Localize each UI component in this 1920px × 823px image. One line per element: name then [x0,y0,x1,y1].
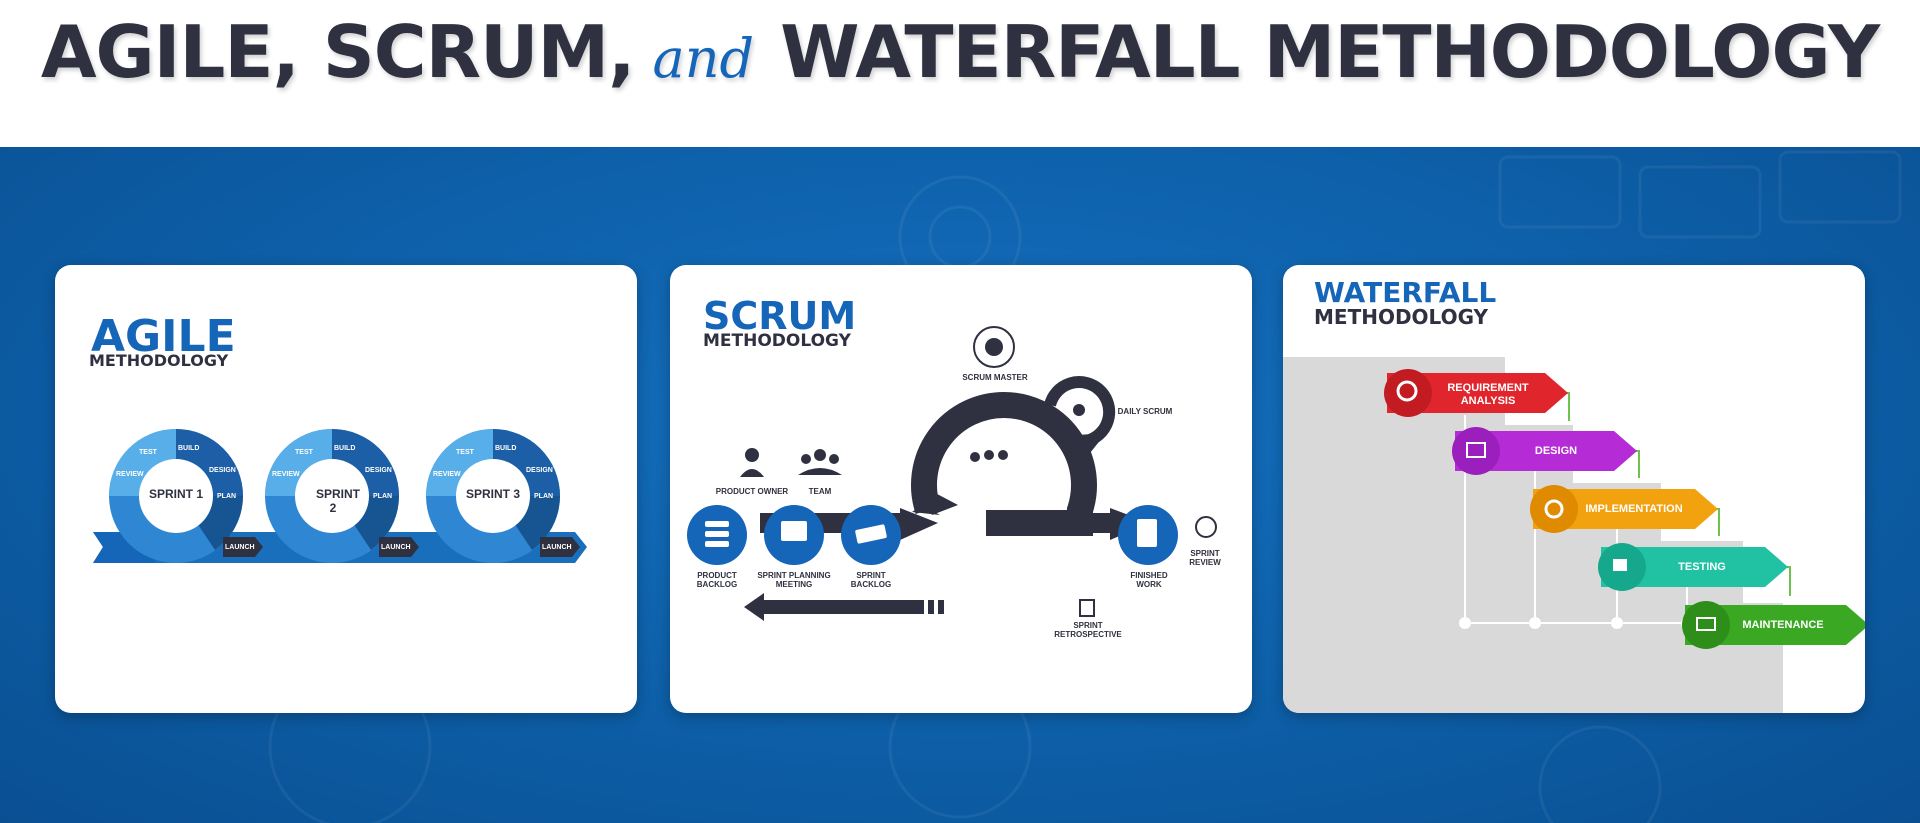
waterfall-card: WATERFALL METHODOLOGY [1283,265,1865,713]
cycle-build-label: BUILD [178,445,200,452]
team-meeting-icon [984,450,994,460]
sprint-3-label: SPRINT 3 [465,487,520,501]
design-tools-icon [1452,427,1500,475]
cycle-launch-label: LAUNCH [381,544,411,551]
agile-title: AGILE [91,311,236,362]
step-requirement-analysis: REQUIREMENT ANALYSIS [1447,382,1529,408]
cycle-build-label: BUILD [495,445,517,452]
cycle-test-label: TEST [295,449,313,456]
arrow-right-icon [900,508,938,540]
scrum-title: SCRUM [703,294,857,338]
cycle-design-label: DESIGN [526,467,553,474]
title-and: and [652,27,755,90]
cycle-review-label: REVIEW [116,471,144,478]
cycle-review-label: REVIEW [433,471,461,478]
sprint-review-icon [1195,516,1217,538]
cycle-plan-label: PLAN [217,493,237,500]
scrum-diagram [687,326,1217,621]
magnifier-chart-icon [1384,369,1432,417]
cycle-build-label: BUILD [334,445,356,452]
sprint-planning-label: SPRINT PLANNING MEETING [757,571,831,590]
scrum-subtitle: METHODOLOGY [703,331,851,351]
gears-icon [1530,485,1578,533]
cycle-launch-label: LAUNCH [225,544,255,551]
agile-subtitle: METHODOLOGY [89,351,229,370]
step-maintenance: MAINTENANCE [1742,619,1824,631]
sprint-ring-3 [426,429,560,563]
daily-scrum-icon [1073,404,1085,416]
maintenance-tools-icon [1682,601,1730,649]
background-decoration [268,150,1902,823]
scrum-master-icon [985,338,1003,356]
scrum-master-label: SCRUM MASTER [962,373,1028,382]
page-header: AGILE, SCRUM, and WATERFALL METHODOLOGY [0,0,1920,147]
product-owner-icon [745,448,759,462]
cycle-review-label: REVIEW [272,471,300,478]
team-label: TEAM [808,487,832,496]
sprint-1-label: SPRINT 1 [148,487,203,501]
finished-work-label: FINISHED WORK [1130,571,1168,590]
page-title: AGILE, SCRUM, and WATERFALL METHODOLOGY [0,10,1920,94]
waterfall-title: WATERFALL [1314,276,1497,309]
agile-diagram [93,429,587,563]
sprint-2-label: SPRINT 2 [316,487,361,515]
daily-scrum-label: DAILY SCRUM [1117,407,1173,416]
waterfall-subtitle: METHODOLOGY [1314,305,1489,329]
cycle-test-label: TEST [456,449,474,456]
title-part-1: AGILE, SCRUM, [40,10,636,94]
step-implementation: IMPLEMENTATION [1585,503,1683,515]
step-design: DESIGN [1534,445,1578,457]
sprint-ring-1 [109,429,243,563]
step-testing: TESTING [1678,561,1726,573]
title-part-2: WATERFALL METHODOLOGY [780,10,1880,94]
cycle-design-label: DESIGN [365,467,392,474]
team-icon [814,449,826,461]
scrum-card: SCRUM METHODOLOGY [670,265,1252,713]
cycle-plan-label: PLAN [373,493,393,500]
waterfall-diagram [1283,357,1865,713]
cycle-launch-label: LAUNCH [542,544,572,551]
cycle-design-label: DESIGN [209,467,236,474]
product-backlog-label: PRODUCT BACKLOG [696,571,738,590]
cycle-plan-label: PLAN [534,493,554,500]
sprint-review-label: SPRINT REVIEW [1189,549,1221,568]
sprint-ring-2 [265,429,399,563]
sprint-retrospective-label: SPRINT RETROSPECTIVE [1054,621,1122,640]
agile-card: AGILE METHODOLOGY [55,265,637,713]
retrospective-icon [1079,599,1095,617]
cycle-test-label: TEST [139,449,157,456]
product-owner-label: PRODUCT OWNER [715,487,789,496]
sprint-backlog-label: SPRINT BACKLOG [850,571,892,590]
